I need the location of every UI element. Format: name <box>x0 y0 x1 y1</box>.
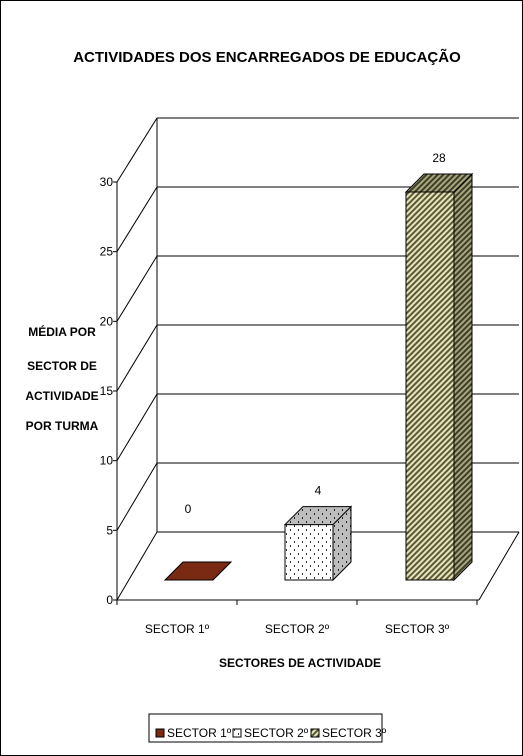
legend-box <box>148 713 383 743</box>
x-tick-label: SECTOR 3º <box>385 622 450 636</box>
chart-bars: 0 4 28 <box>163 151 474 582</box>
y-tick-label: 10 <box>100 454 114 468</box>
legend-swatch <box>155 728 165 738</box>
y-tick-label: 5 <box>106 523 113 537</box>
bar-top <box>283 506 353 526</box>
floor-left-edge <box>116 531 158 601</box>
chart-title: ACTIVIDADES DOS ENCARREGADOS DE EDUCAÇÃO <box>73 48 461 66</box>
y-axis-label-line: SECTOR DE <box>27 359 97 373</box>
bar-front <box>284 524 334 581</box>
y-tick-label: 15 <box>100 384 114 398</box>
bar-side <box>453 172 473 582</box>
side-gridline <box>116 186 158 252</box>
legend-swatch <box>310 728 320 738</box>
data-label: 4 <box>315 484 322 498</box>
side-gridline <box>116 324 158 392</box>
bar-top <box>404 173 474 193</box>
floor-right-edge <box>478 531 520 601</box>
x-tick-label: SECTOR 1º <box>145 622 210 636</box>
y-tick-label: 30 <box>100 175 114 189</box>
y-axis-label-line: POR TURMA <box>26 419 99 433</box>
legend-swatch <box>232 728 242 738</box>
data-label: 0 <box>185 502 192 516</box>
x-tick-label: SECTOR 2º <box>265 622 330 636</box>
legend-entry: SECTOR 2º <box>244 726 309 740</box>
side-gridline <box>116 393 158 461</box>
y-axis-label-line: ACTIVIDADE <box>25 389 98 403</box>
legend-entry: SECTOR 1º <box>167 726 232 740</box>
bar-front <box>405 191 455 581</box>
y-tick-label: 20 <box>100 314 114 328</box>
bar-top <box>163 561 233 581</box>
bar-2: 4 <box>283 484 353 582</box>
x-axis-label: SECTORES DE ACTIVIDADE <box>219 656 381 670</box>
data-label: 28 <box>432 151 446 165</box>
y-axis-label-line: MÉDIA POR <box>28 324 96 339</box>
y-tick-label: 0 <box>106 593 113 607</box>
side-gridline <box>116 255 158 322</box>
bar-1: 0 <box>163 502 233 581</box>
side-gridline <box>116 117 158 183</box>
bar-3: 28 <box>404 151 474 582</box>
y-axis-label: MÉDIA POR SECTOR DE ACTIVIDADE POR TURMA <box>25 324 98 433</box>
legend-entry: SECTOR 3º <box>322 726 387 740</box>
side-gridline <box>116 462 158 531</box>
legend: SECTOR 1º SECTOR 2º SECTOR 3º <box>148 713 387 743</box>
y-tick-label: 25 <box>100 245 114 259</box>
